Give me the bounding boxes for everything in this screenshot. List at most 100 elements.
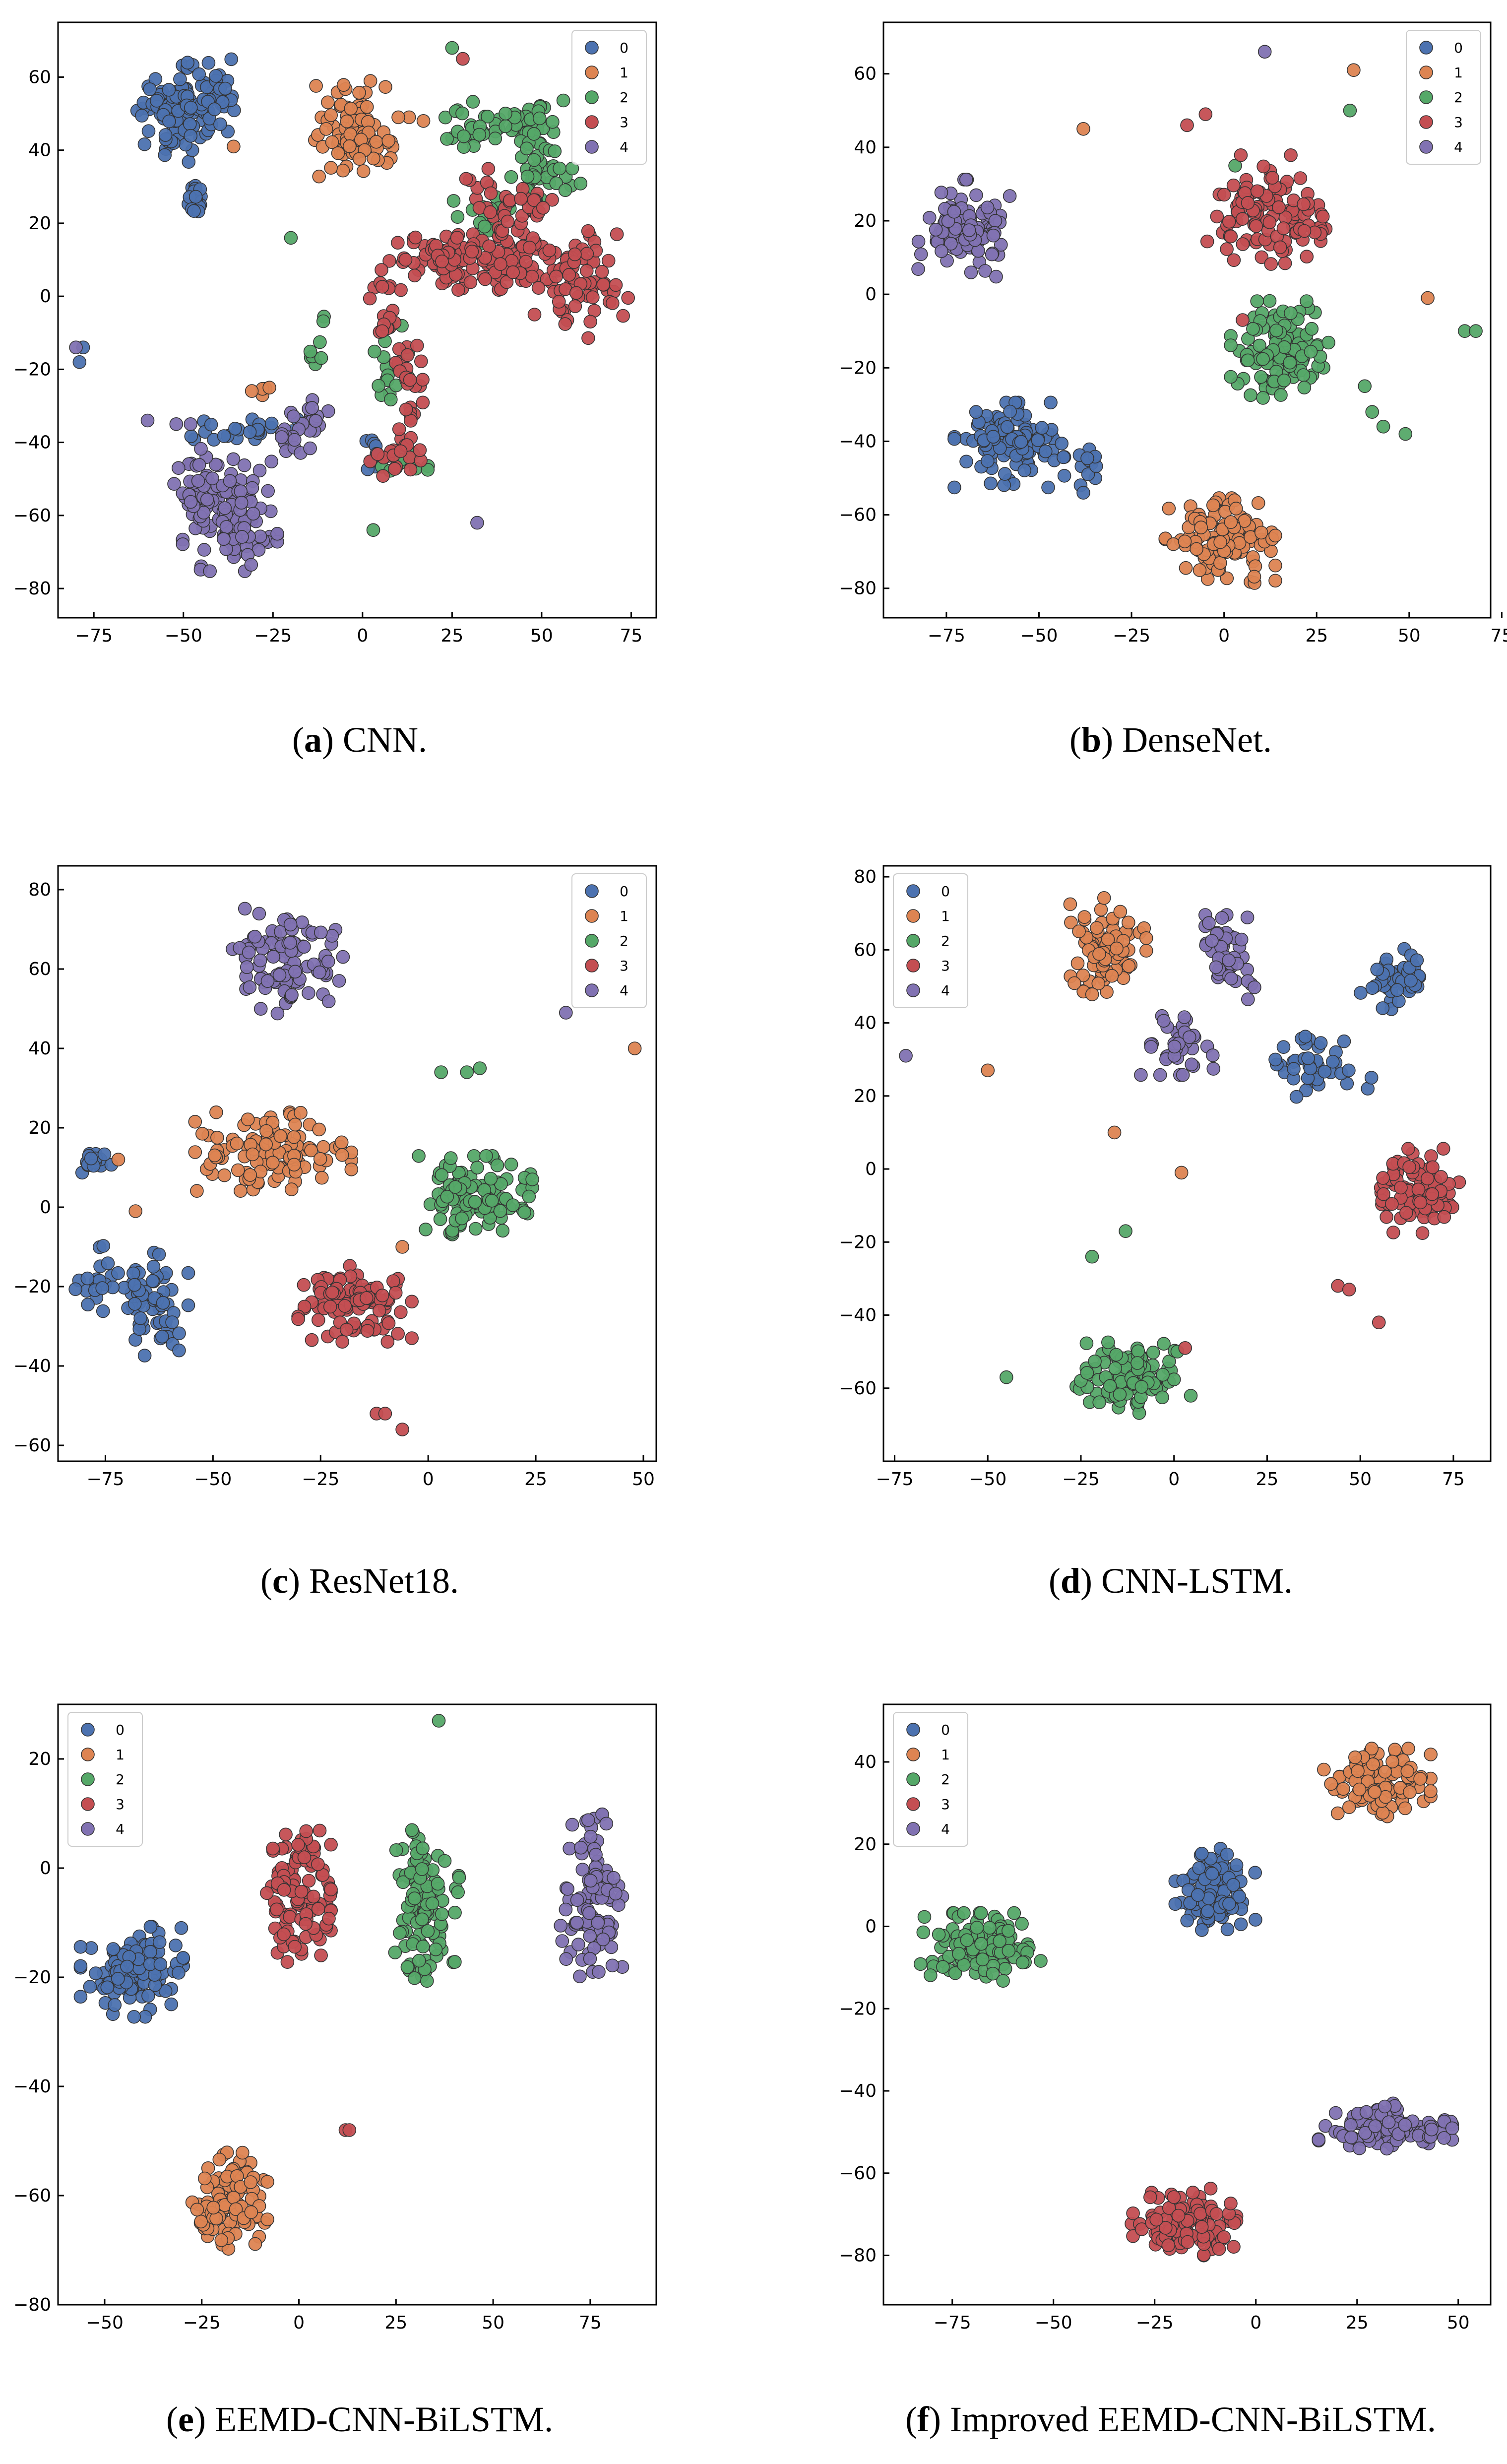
chart-b-point-class-0 [1057,450,1070,464]
chart-a-point-class-4 [287,409,301,424]
chart-a-point-class-0 [218,81,232,96]
chart-f-point-class-1 [1342,1800,1356,1815]
chart-a-point-class-4 [196,506,211,519]
chart-a-point-class-4 [191,474,205,488]
chart-f-point-class-2 [913,1957,928,1971]
chart-a-point-class-3 [581,331,595,345]
chart-f-point-class-2 [960,1933,974,1947]
chart-a-point-class-4 [203,564,217,578]
chart-f-point-class-4 [1380,2141,1394,2156]
chart-b-point-class-0 [1041,480,1055,495]
chart-b-point-class-0 [1035,421,1049,435]
chart-a-point-class-2 [520,141,534,156]
chart-b-point-class-1 [1251,496,1265,510]
chart-f-point-class-1 [1401,1742,1415,1755]
chart-f-legend-label-0: 0 [941,1722,950,1738]
chart-a-point-class-4 [176,537,190,551]
chart-a-point-class-0 [204,417,218,432]
chart-f-point-class-1 [1348,1751,1362,1764]
chart-a-point-class-1 [331,146,345,160]
chart-b-point-class-0 [1017,463,1031,477]
chart-a-y-tick-label: −20 [13,359,51,380]
chart-a-point-class-4 [69,340,83,355]
chart-a-point-class-0 [135,109,149,123]
chart-f-x-tick-label: −50 [1035,2313,1072,2333]
chart-a-point-class-3 [484,186,498,200]
chart-f-point-class-2 [1015,1955,1030,1970]
chart-a-point-class-3 [400,348,415,362]
chart-f-point-class-1 [1317,1762,1331,1777]
chart-a-point-class-3 [514,192,528,206]
chart-f-legend-label-1: 1 [941,1747,950,1763]
chart-a-point-class-1 [360,100,374,114]
chart-a-point-class-2 [527,127,541,141]
chart-b-point-class-0 [1080,451,1094,465]
chart-f-point-class-4 [1425,2122,1439,2137]
chart-a-point-class-2 [520,169,535,184]
chart-a-point-class-0 [192,67,206,81]
chart-a-point-class-4 [140,413,155,428]
chart-a-y-tick-label: −60 [13,506,51,526]
chart-b-point-class-0 [981,454,995,468]
chart-a-point-class-1 [352,152,367,166]
chart-a-point-class-1 [363,74,377,88]
chart-a-point-class-0 [213,117,227,131]
chart-f-point-class-2 [932,1928,946,1942]
chart-a-x-tick-label: −25 [254,626,292,646]
chart-f-point-class-0 [1220,1847,1234,1862]
chart-f-point-class-1 [1336,1782,1350,1796]
chart-f-point-class-3 [1194,2220,1209,2234]
chart-a-point-class-3 [583,315,597,329]
chart-a-point-class-4 [205,471,219,486]
chart-b-point-class-0 [986,430,1001,444]
chart-f-y-tick-label: 20 [854,1834,877,1855]
chart-a-point-class-3 [435,255,449,268]
chart-f-x-tick-label: 0 [1250,2313,1261,2333]
chart-a-point-class-2 [556,93,570,108]
chart-f-point-class-2 [1015,1917,1029,1931]
chart-a-point-class-0 [188,190,203,204]
chart-f-caption-text: Improved EEMD-CNN-BiLSTM. [950,2399,1436,2439]
chart-a-point-class-3 [536,200,550,215]
chart-f-y-tick-label: −80 [839,2246,877,2266]
chart-a-point-class-4 [200,492,214,507]
chart-a-x-tick-label: 0 [357,626,368,646]
chart-a-y-tick-label: 20 [28,213,51,234]
chart-a-frame [57,21,657,619]
chart-a-legend: 0 1 2 3 4 [571,30,647,165]
chart-f-y-tick-label: −40 [839,2081,877,2101]
chart-f-point-class-0 [1226,1878,1241,1892]
chart-f-point-class-3 [1167,2190,1181,2204]
chart-f-point-class-3 [1212,2242,1226,2256]
chart-a-point-class-3 [545,193,559,207]
chart-f-point-class-0 [1195,1923,1209,1937]
chart-a-point-class-4 [246,507,260,521]
chart-a-point-class-4 [264,454,279,469]
chart-a-point-class-4 [270,526,284,541]
chart-a-point-class-4 [167,477,181,491]
chart-a-point-class-0 [217,429,231,443]
chart-a-point-class-3 [606,296,620,310]
chart-a-point-class-3 [363,291,377,306]
chart-a-point-class-0 [228,421,242,436]
chart-a-point-class-0 [224,52,239,66]
chart-a-point-class-2 [504,170,518,184]
chart-f-point-class-4 [1359,2105,1374,2119]
chart-a-point-class-3 [580,264,594,278]
chart-a-point-class-1 [378,80,392,94]
chart-a-point-class-0 [243,425,257,439]
chart-a-point-class-2 [450,210,465,224]
chart-b-point-class-0 [1076,486,1090,500]
chart-a-point-class-3 [500,275,514,289]
chart-a-point-class-3 [459,172,473,186]
chart-f-y-tick-label: 40 [854,1752,877,1772]
chart-a-point-class-3 [568,299,582,314]
chart-a-point-class-2 [558,183,572,197]
chart-a-point-class-4 [226,452,241,466]
chart-a-point-class-1 [321,95,335,109]
chart-a-point-class-1 [352,86,366,100]
chart-a-point-class-4 [184,417,198,431]
chart-f-point-class-3 [1227,2240,1241,2254]
chart-f-point-class-2 [998,1962,1012,1976]
chart-a-point-class-3 [376,469,390,483]
